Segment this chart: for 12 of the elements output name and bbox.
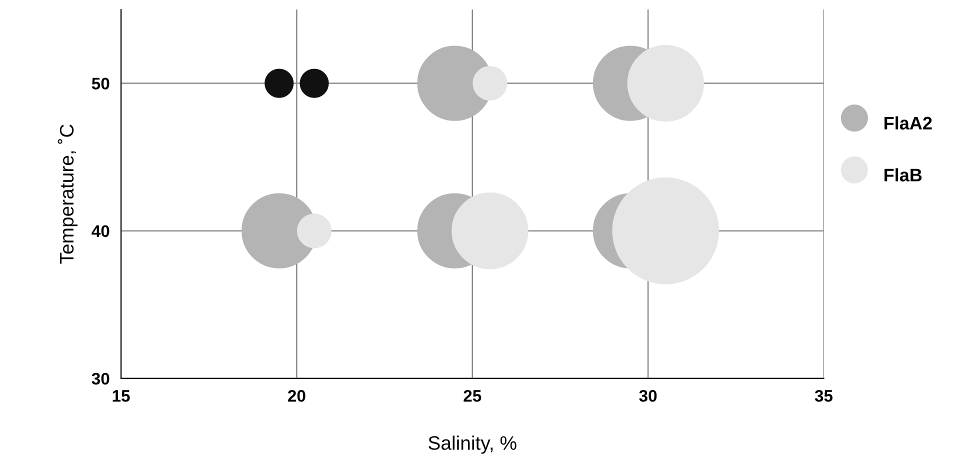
y-tick-label: 40 <box>92 225 110 238</box>
x-tick-label: 30 <box>639 390 657 402</box>
y-axis-title: Temperature, ˚C <box>58 124 78 264</box>
x-tick-label: 25 <box>464 390 482 402</box>
legend-label: FlaA2 <box>884 116 932 130</box>
legend-label: FlaB <box>884 168 922 182</box>
x-tick-label: 20 <box>288 390 306 402</box>
x-axis-title: Salinity, % <box>428 436 516 454</box>
y-tick-label: 30 <box>92 372 110 385</box>
y-tick-label: 50 <box>92 78 110 90</box>
x-tick-label: 15 <box>112 390 130 402</box>
x-tick-label: 35 <box>814 390 833 402</box>
